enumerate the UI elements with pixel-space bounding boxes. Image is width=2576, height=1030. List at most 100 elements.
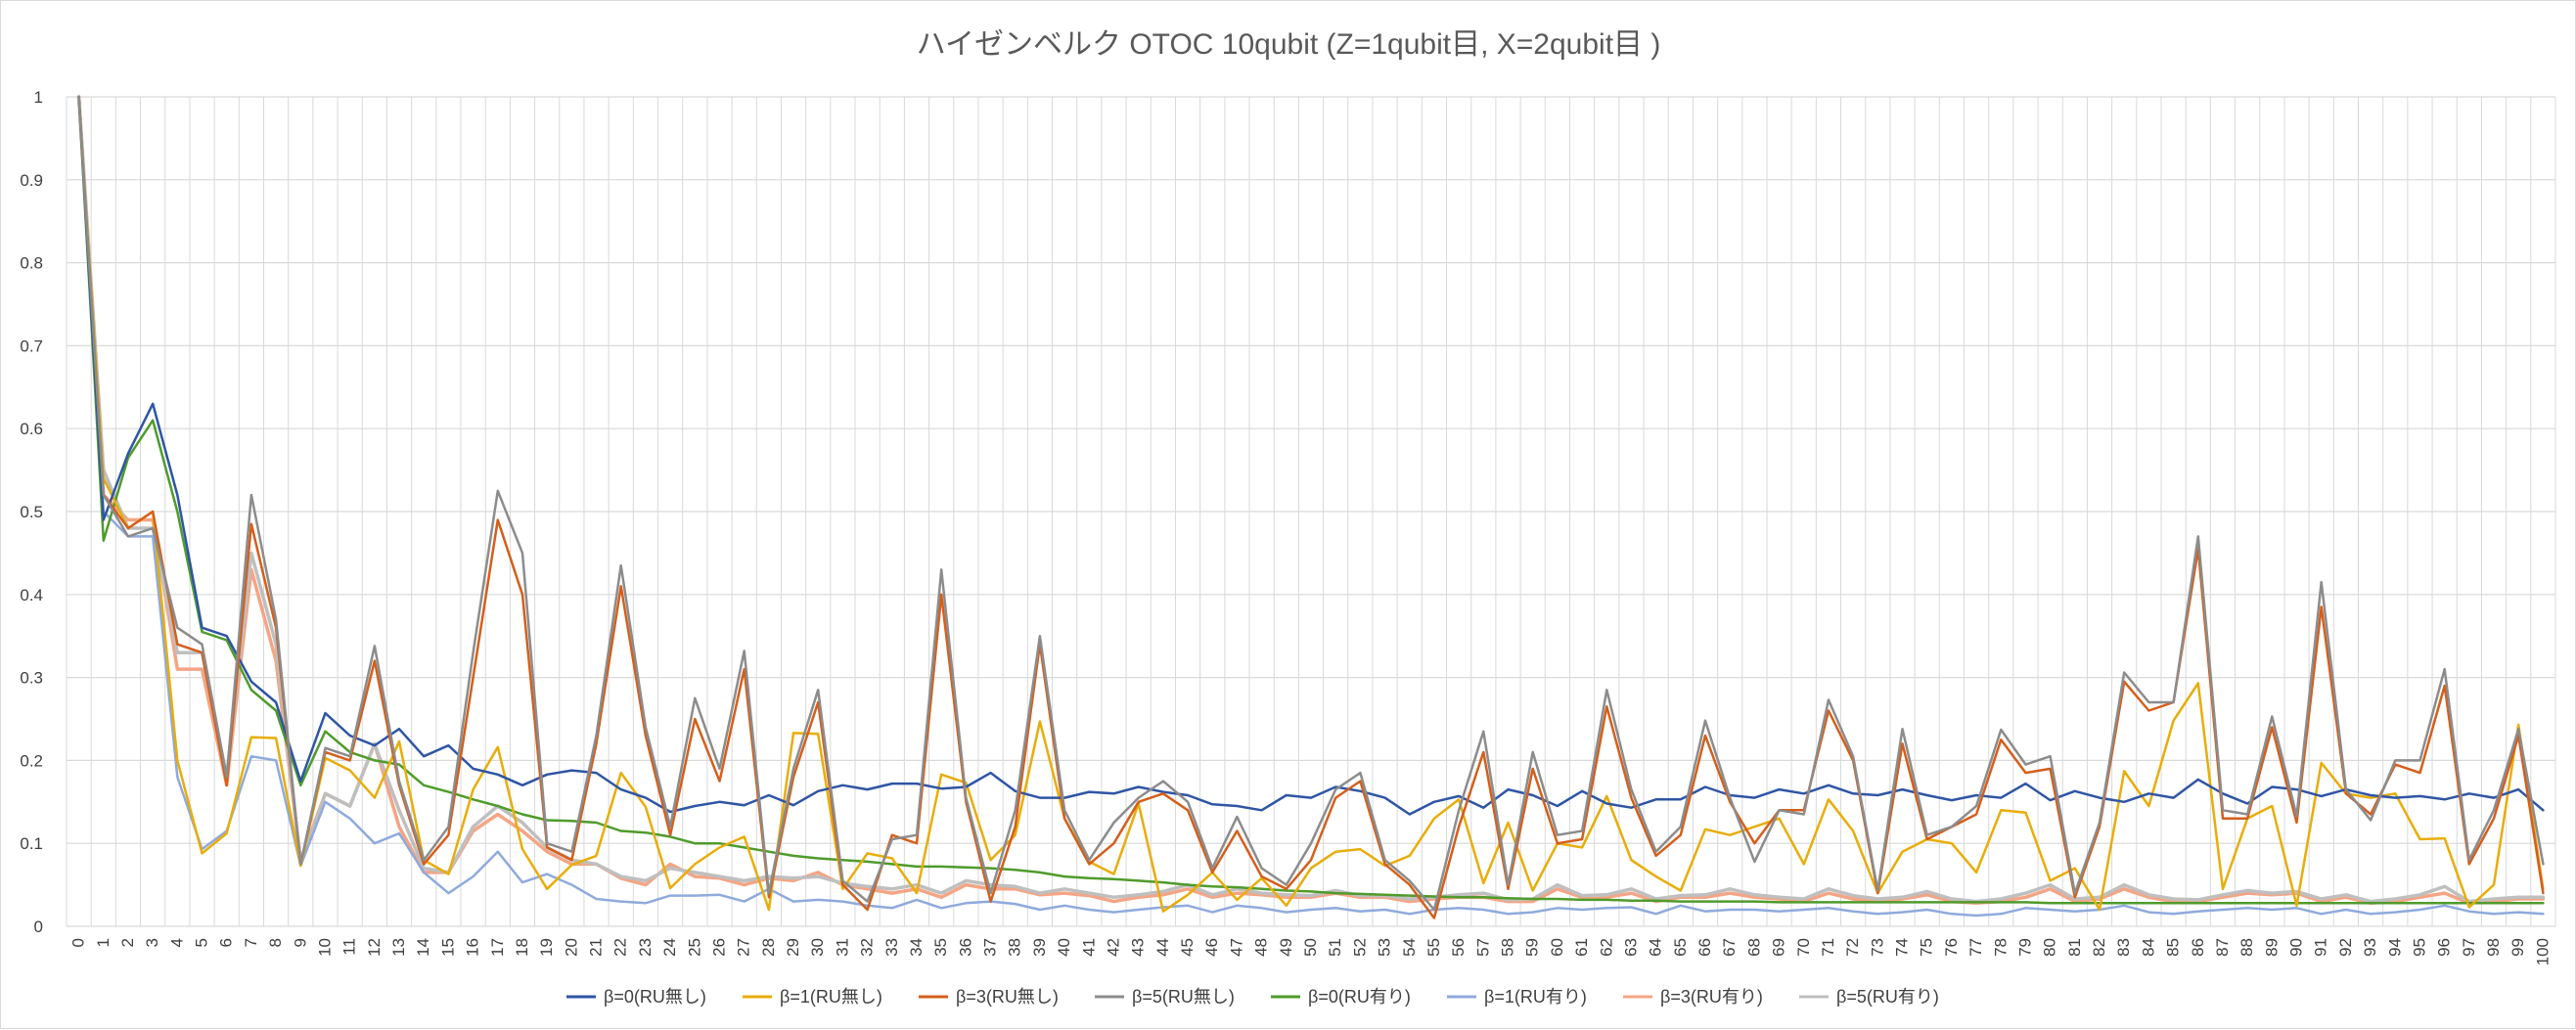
x-tick-label: 26 xyxy=(709,938,728,957)
x-tick-label: 86 xyxy=(2189,938,2207,957)
x-tick-label: 75 xyxy=(1918,938,1936,957)
series-line-6 xyxy=(76,95,2546,906)
x-tick-label: 30 xyxy=(808,938,827,957)
y-tick-label: 1 xyxy=(34,88,43,107)
x-tick-label: 85 xyxy=(2164,938,2183,957)
x-tick-label: 42 xyxy=(1104,938,1122,957)
x-tick-label: 34 xyxy=(907,938,926,957)
x-tick-label: 1 xyxy=(94,938,113,947)
legend: β=0(RU無し) β=1(RU無し) β=3(RU無し) β=5(RU無し) β=0(… xyxy=(566,987,1939,1007)
y-tick-label: 0.3 xyxy=(20,669,43,688)
x-tick-label: 52 xyxy=(1350,938,1369,957)
x-tick-label: 60 xyxy=(1548,938,1566,957)
legend-item: β=1(RU有り) xyxy=(1447,987,1587,1007)
x-tick-label: 62 xyxy=(1597,938,1615,957)
legend-item: β=0(RU有り) xyxy=(1271,987,1411,1007)
x-tick-label: 83 xyxy=(2114,938,2133,957)
x-tick-label: 91 xyxy=(2312,938,2330,957)
x-tick-label: 78 xyxy=(1991,938,2010,957)
legend-item: β=0(RU無し) xyxy=(566,987,706,1007)
x-tick-label: 97 xyxy=(2460,938,2478,957)
x-tick-label: 69 xyxy=(1770,938,1788,957)
series-line-2 xyxy=(77,95,2545,919)
x-tick-label: 8 xyxy=(266,938,285,947)
x-tick-label: 53 xyxy=(1376,938,1394,957)
x-tick-label: 74 xyxy=(1893,938,1912,957)
x-tick-label: 33 xyxy=(882,938,901,957)
x-tick-label: 82 xyxy=(2090,938,2108,957)
x-tick-label: 59 xyxy=(1523,938,1542,957)
x-tick-label: 5 xyxy=(193,938,211,947)
x-tick-label: 98 xyxy=(2484,938,2503,957)
x-tick-label: 24 xyxy=(660,938,679,957)
legend-label: β=5(RU有り) xyxy=(1836,987,1939,1007)
legend-label: β=3(RU有り) xyxy=(1660,987,1763,1007)
x-tick-label: 0 xyxy=(69,938,88,947)
x-tick-label: 13 xyxy=(389,938,408,957)
x-tick-label: 79 xyxy=(2015,938,2034,957)
x-tick-label: 37 xyxy=(981,938,1000,957)
y-tick-label: 0.7 xyxy=(20,336,43,355)
x-tick-label: 14 xyxy=(414,938,432,957)
x-tick-label: 11 xyxy=(340,938,359,956)
legend-item: β=1(RU無し) xyxy=(743,987,882,1007)
legend-label: β=0(RU無し) xyxy=(604,987,706,1007)
x-tick-label: 65 xyxy=(1671,938,1690,957)
x-tick-label: 94 xyxy=(2385,938,2404,957)
x-tick-label: 80 xyxy=(2041,938,2059,957)
x-tick-label: 100 xyxy=(2533,938,2552,965)
x-tick-label: 72 xyxy=(1843,938,1862,957)
x-tick-label: 95 xyxy=(2410,938,2428,957)
series-lines xyxy=(76,95,2546,919)
y-tick-label: 0.9 xyxy=(20,171,43,190)
x-tick-label: 55 xyxy=(1424,938,1443,957)
series-line-4 xyxy=(77,95,2545,905)
series-line-0 xyxy=(77,95,2545,816)
x-tick-label: 39 xyxy=(1030,938,1049,957)
series-line-1 xyxy=(77,95,2545,913)
x-tick-label: 58 xyxy=(1499,938,1517,957)
grid-lines xyxy=(66,96,2556,927)
x-tick-label: 2 xyxy=(118,938,137,947)
x-tick-label: 77 xyxy=(1966,938,1985,957)
x-tick-label: 90 xyxy=(2287,938,2306,957)
x-tick-label: 21 xyxy=(587,938,606,957)
x-tick-label: 41 xyxy=(1079,938,1098,957)
x-tick-label: 54 xyxy=(1400,938,1419,957)
x-tick-label: 99 xyxy=(2508,938,2527,957)
legend-item: β=5(RU有り) xyxy=(1799,987,1939,1007)
y-tick-label: 0.2 xyxy=(20,751,43,770)
x-tick-label: 15 xyxy=(438,938,457,957)
x-tick-label: 32 xyxy=(858,938,877,957)
x-tick-label: 81 xyxy=(2065,938,2084,957)
x-tick-label: 4 xyxy=(167,938,186,947)
x-tick-label: 44 xyxy=(1153,938,1172,957)
x-tick-label: 46 xyxy=(1202,938,1221,957)
x-tick-label: 27 xyxy=(735,938,753,957)
x-tick-label: 36 xyxy=(956,938,974,957)
x-tick-label: 48 xyxy=(1252,938,1271,957)
x-tick-label: 67 xyxy=(1720,938,1739,957)
x-tick-label: 50 xyxy=(1301,938,1320,957)
legend-label: β=5(RU無し) xyxy=(1132,987,1235,1007)
x-tick-label: 40 xyxy=(1055,938,1073,957)
series-line-5 xyxy=(77,95,2545,918)
axes: 00.10.20.30.40.50.60.70.80.910 1 2 3 4 5 6 7 8 9 1… xyxy=(20,88,2552,965)
legend-item: β=3(RU有り) xyxy=(1623,987,1763,1007)
x-tick-label: 57 xyxy=(1473,938,1492,957)
y-tick-label: 0.1 xyxy=(20,834,43,853)
y-tick-label: 0.5 xyxy=(20,503,43,521)
y-tick-label: 0.8 xyxy=(20,254,43,273)
y-tick-label: 0.6 xyxy=(20,420,43,438)
x-tick-label: 23 xyxy=(636,938,655,957)
x-tick-label: 89 xyxy=(2262,938,2281,957)
x-tick-label: 63 xyxy=(1621,938,1640,957)
x-tick-label: 70 xyxy=(1794,938,1813,957)
x-tick-label: 3 xyxy=(143,938,161,947)
series-line-3 xyxy=(77,95,2545,912)
x-tick-label: 22 xyxy=(611,938,630,957)
x-tick-label: 20 xyxy=(562,938,580,957)
chart-title: ハイゼンベルク OTOC 10qubit (Z=1qubit目, X=2qubi… xyxy=(917,28,1661,61)
legend-label: β=0(RU有り) xyxy=(1308,987,1411,1007)
